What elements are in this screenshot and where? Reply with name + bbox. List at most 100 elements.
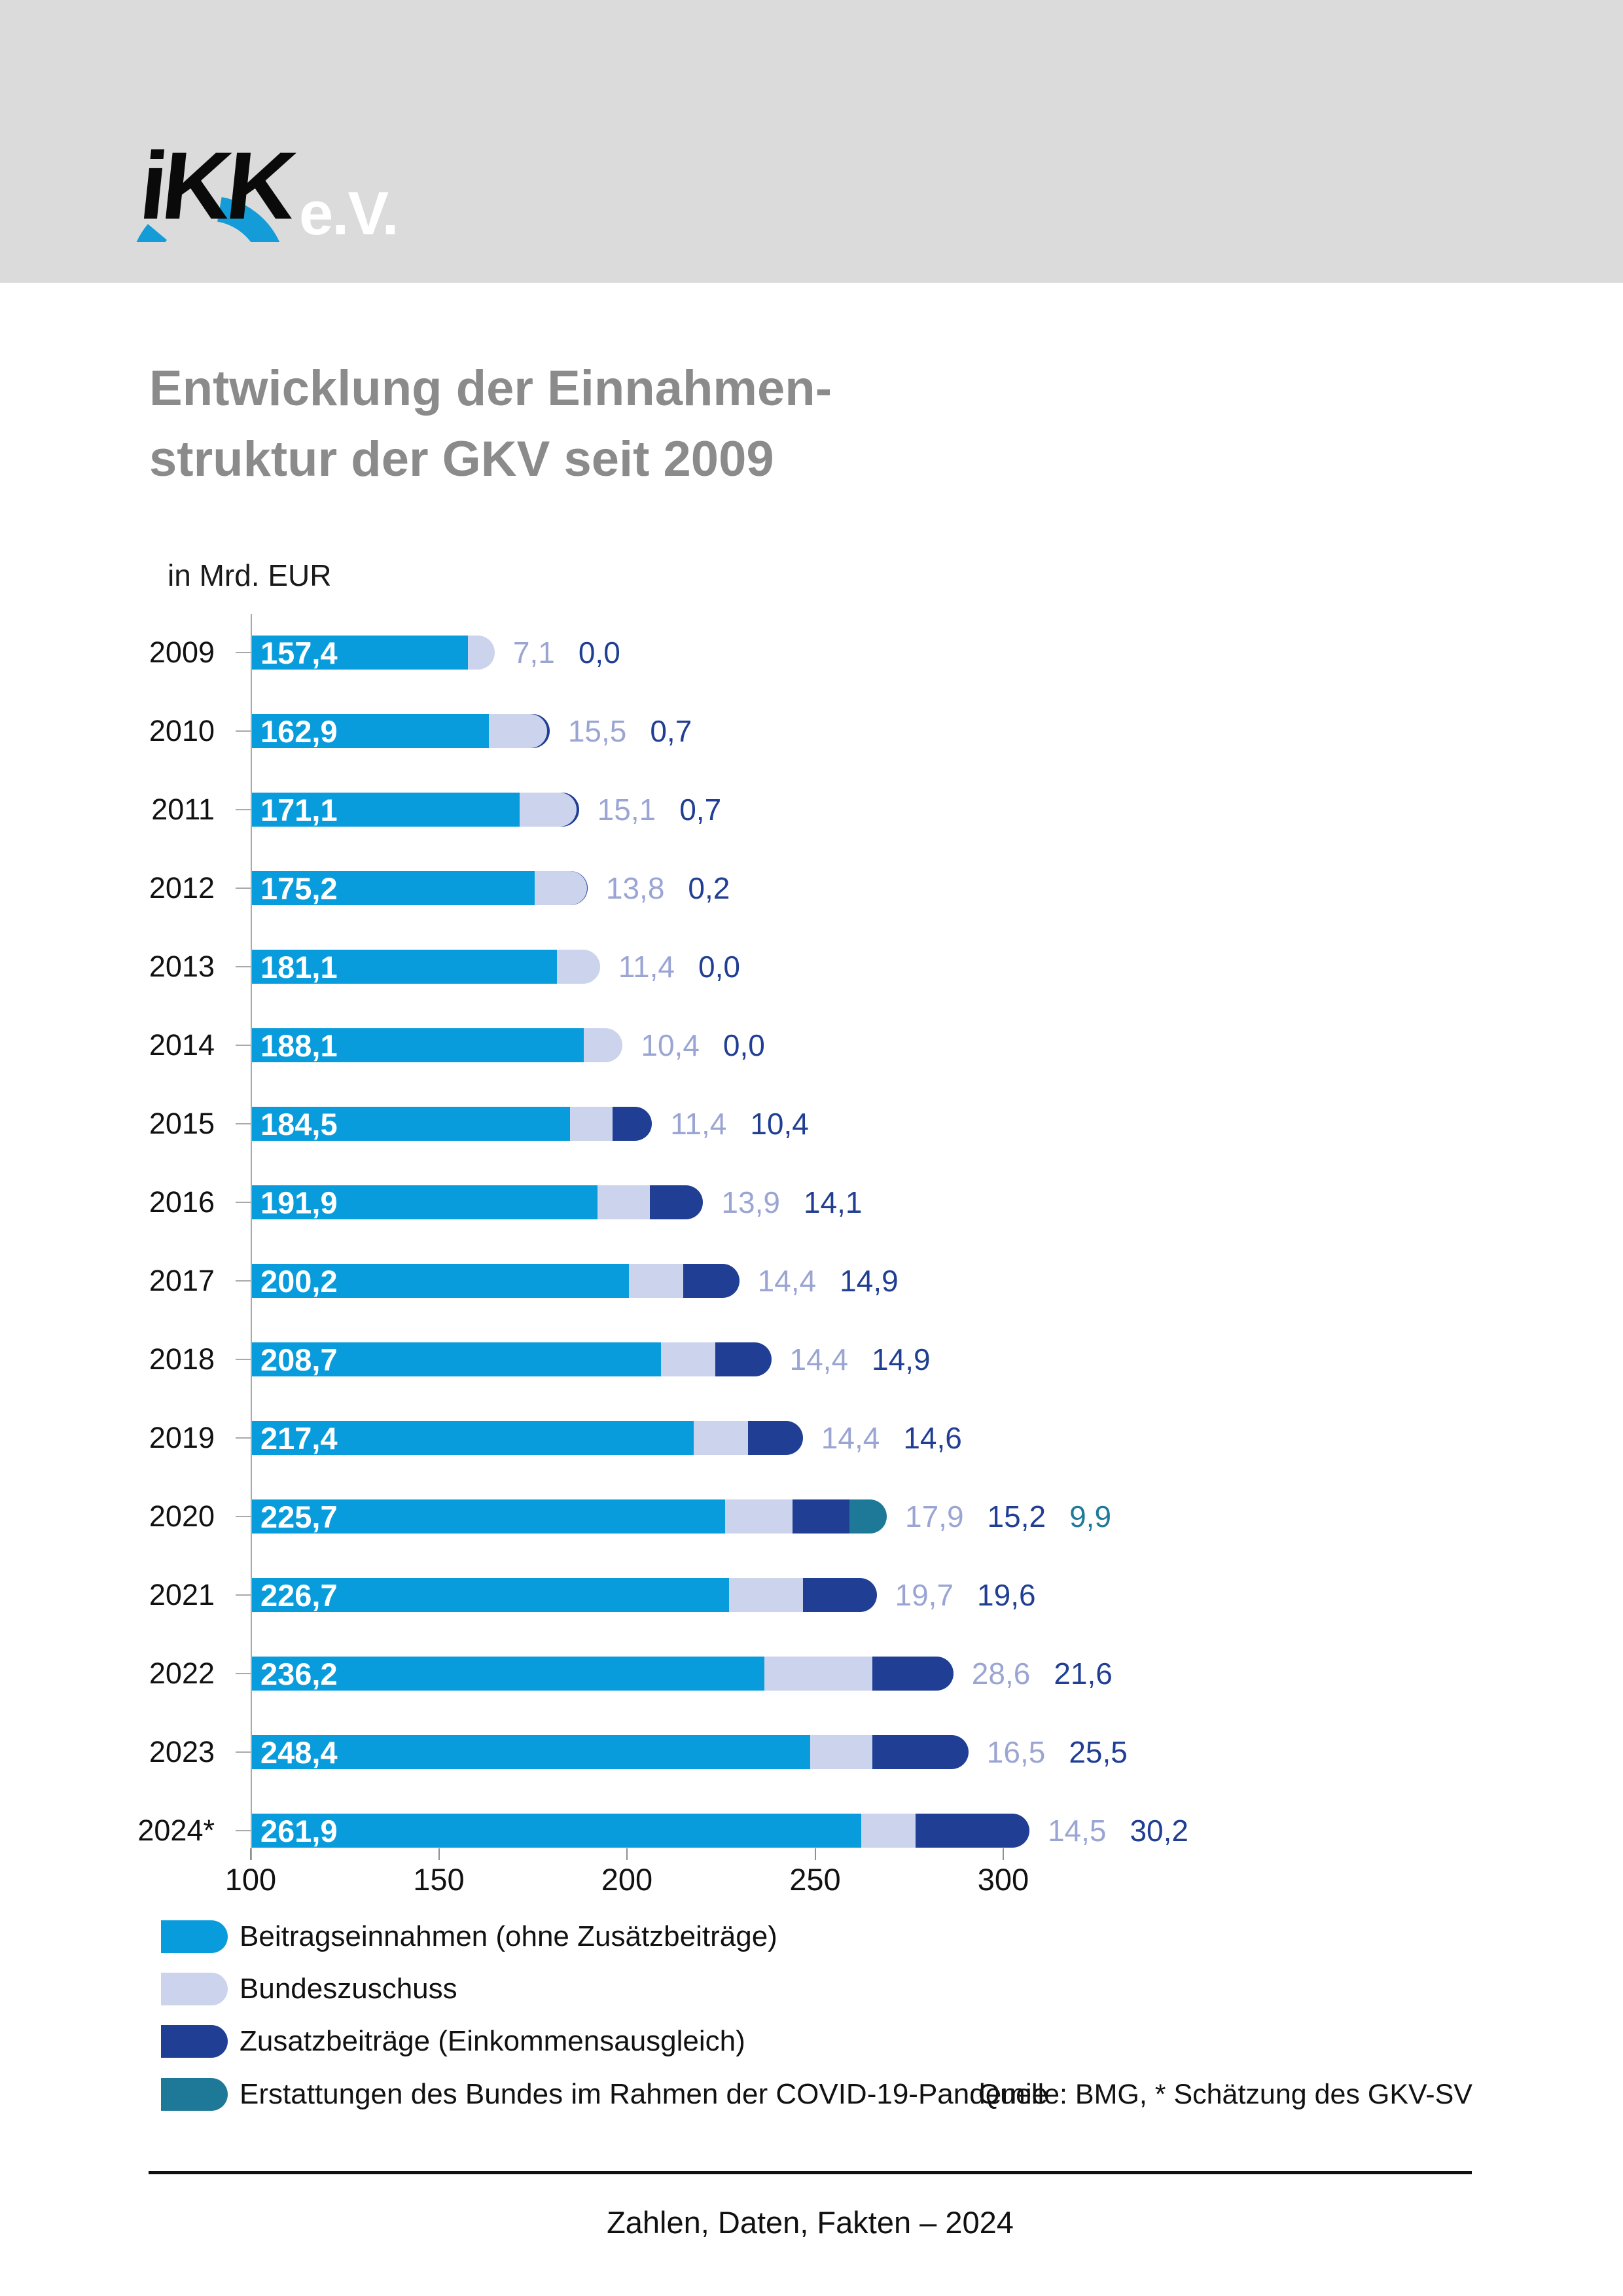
year-label: 2011 — [151, 793, 215, 826]
source-note: Quelle: BMG, * Schätzung des GKV-SV — [978, 2079, 1472, 2110]
after-bar-labels: 28,6 21,6 — [972, 1657, 1113, 1691]
value-label-bundeszuschuss: 11,4 — [670, 1107, 727, 1141]
value-label-bundeszuschuss: 13,9 — [721, 1185, 780, 1219]
value-label-zusatzbeitraege: 14,9 — [872, 1342, 931, 1376]
y-axis-tick — [236, 1830, 251, 1831]
x-axis-tick-label: 250 — [789, 1862, 841, 1897]
y-axis-tick — [236, 809, 251, 810]
legend-label: Bundeszuschuss — [240, 1973, 457, 2005]
bar-value-label: 184,5 — [260, 1107, 338, 1141]
value-label-zusatzbeitraege: 19,6 — [977, 1578, 1036, 1612]
bar-segment-beitragseinnahmen — [252, 1578, 729, 1612]
after-bar-labels: 11,4 0,0 — [618, 950, 740, 984]
value-label-bundeszuschuss: 15,5 — [567, 714, 627, 748]
bar-segment-beitragseinnahmen — [252, 1499, 725, 1534]
year-label: 2024* — [137, 1814, 215, 1847]
value-label-zusatzbeitraege: 14,9 — [840, 1264, 899, 1298]
year-label: 2016 — [149, 1185, 215, 1219]
bar-row-2015: 2015 184,5 11,4 10,4 — [0, 1107, 1623, 1141]
value-label-zusatzbeitraege: 0,0 — [698, 950, 740, 984]
bar-row-2023: 2023 248,4 16,5 25,5 — [0, 1735, 1623, 1770]
value-label-bundeszuschuss: 11,4 — [618, 950, 675, 984]
after-bar-labels: 15,5 0,7 — [568, 714, 692, 748]
value-label-zusatzbeitraege: 21,6 — [1054, 1657, 1113, 1691]
year-label: 2012 — [149, 871, 215, 905]
x-axis-tick-label: 150 — [413, 1862, 465, 1897]
year-label: 2022 — [149, 1657, 215, 1690]
y-axis-tick — [236, 1045, 251, 1046]
legend-item: Bundeszuschuss — [161, 1973, 457, 2005]
value-label-bundeszuschuss: 10,4 — [641, 1028, 700, 1062]
x-axis-tick — [626, 1848, 628, 1860]
value-label-bundeszuschuss: 13,8 — [605, 871, 665, 905]
bar-segment-beitragseinnahmen — [252, 1107, 570, 1141]
y-axis-tick — [236, 1673, 251, 1674]
x-axis-tick — [438, 1848, 440, 1860]
bar-value-label: 157,4 — [260, 636, 338, 670]
ikk-logo-suffix: e.V. — [299, 179, 399, 247]
year-label: 2015 — [149, 1107, 215, 1140]
y-axis-tick — [236, 1123, 251, 1124]
bar-value-label: 248,4 — [260, 1735, 338, 1770]
y-axis-tick — [236, 1516, 251, 1517]
bar-row-2022: 2022 236,2 28,6 21,6 — [0, 1657, 1623, 1691]
legend-item: Beitragseinnahmen (ohne Zusätzbeiträge) — [161, 1920, 777, 1953]
value-label-zusatzbeitraege: 0,7 — [650, 714, 692, 748]
bar-row-2021: 2021 226,7 19,7 19,6 — [0, 1578, 1623, 1613]
bar-segment-beitragseinnahmen — [252, 1735, 811, 1769]
bar-row-2011: 2011 171,1 15,1 0,7 — [0, 793, 1623, 827]
bar-row-2014: 2014 188,1 10,4 0,0 — [0, 1028, 1623, 1063]
value-label-zusatzbeitraege: 0,2 — [688, 871, 730, 905]
after-bar-labels: 13,9 14,1 — [721, 1185, 862, 1219]
y-axis-tick — [236, 1437, 251, 1439]
value-label-bundeszuschuss: 7,1 — [512, 636, 555, 670]
after-bar-labels: 16,5 25,5 — [987, 1735, 1128, 1769]
page-title: Entwicklung der Einnahmen- struktur der … — [149, 353, 832, 495]
y-axis-tick — [236, 730, 251, 732]
value-label-zusatzbeitraege: 0,7 — [679, 793, 722, 827]
year-label: 2017 — [149, 1264, 215, 1297]
legend-swatch-icon — [161, 1973, 228, 2005]
bar-row-2020: 2020 225,7 17,9 15,2 9,9 — [0, 1499, 1623, 1534]
ikk-ring-icon — [136, 197, 280, 242]
footer-divider — [149, 2171, 1472, 2174]
ikk-logo: iKK e.V. — [88, 82, 455, 247]
year-label: 2020 — [149, 1499, 215, 1533]
bar-value-label: 236,2 — [260, 1657, 338, 1691]
y-axis-tick — [236, 1280, 251, 1282]
value-label-bundeszuschuss: 14,4 — [789, 1342, 849, 1376]
bar-value-label: 261,9 — [260, 1814, 338, 1848]
value-label-bundeszuschuss: 14,4 — [821, 1421, 880, 1455]
bar-row-2018: 2018 208,7 14,4 14,9 — [0, 1342, 1623, 1377]
year-label: 2019 — [149, 1421, 215, 1454]
bar-value-label: 188,1 — [260, 1028, 338, 1063]
after-bar-labels: 14,4 14,6 — [821, 1421, 962, 1455]
year-label: 2021 — [149, 1578, 215, 1611]
bar-row-2012: 2012 175,2 13,8 0,2 — [0, 871, 1623, 906]
year-label: 2010 — [149, 714, 215, 747]
bar-segment-beitragseinnahmen — [252, 793, 520, 827]
value-label-zusatzbeitraege: 14,1 — [803, 1185, 863, 1219]
bar-value-label: 226,7 — [260, 1578, 338, 1613]
value-label-bundeszuschuss: 14,5 — [1047, 1814, 1107, 1848]
ikk-logo-wordmark: iKK — [135, 132, 298, 239]
year-label: 2014 — [149, 1028, 215, 1062]
after-bar-labels: 11,4 10,4 — [670, 1107, 809, 1141]
legend-label: Zusatzbeiträge (Einkommensausgleich) — [240, 2025, 745, 2057]
after-bar-labels: 19,7 19,6 — [895, 1578, 1036, 1612]
bar-row-2019: 2019 217,4 14,4 14,6 — [0, 1421, 1623, 1456]
after-bar-labels: 14,4 14,9 — [790, 1342, 931, 1376]
after-bar-labels: 10,4 0,0 — [641, 1028, 764, 1062]
legend-label: Beitragseinnahmen (ohne Zusätzbeiträge) — [240, 1920, 777, 1952]
legend-item: Zusatzbeiträge (Einkommensausgleich) — [161, 2025, 745, 2058]
after-bar-labels: 15,1 0,7 — [597, 793, 721, 827]
bar-value-label: 217,4 — [260, 1421, 338, 1456]
value-label-zusatzbeitraege: 30,2 — [1130, 1814, 1188, 1848]
bar-value-label: 175,2 — [260, 871, 338, 906]
bar-row-2016: 2016 191,9 13,9 14,1 — [0, 1185, 1623, 1220]
bar-segment-beitragseinnahmen — [252, 1264, 630, 1298]
value-label-zusatzbeitraege: 10,4 — [750, 1107, 809, 1141]
bar-value-label: 225,7 — [260, 1499, 338, 1534]
bar-row-2013: 2013 181,1 11,4 0,0 — [0, 950, 1623, 984]
value-label-zusatzbeitraege: 15,2 — [987, 1499, 1046, 1534]
